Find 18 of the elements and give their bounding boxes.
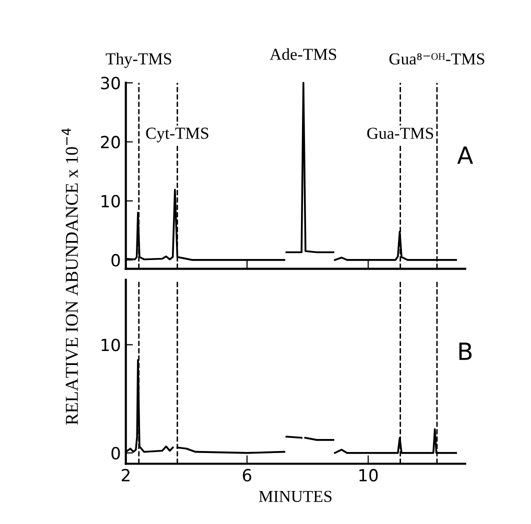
y-tick-label: 20 <box>101 136 120 148</box>
y-tick-label: 10 <box>102 194 120 208</box>
x-tick-label: 2 <box>122 468 130 482</box>
x-tick-label: 6 <box>242 468 252 482</box>
y-tick-label: 0 <box>111 446 120 460</box>
y-tick-label: 30 <box>101 76 120 90</box>
x-axis-title: MINUTES <box>258 490 332 502</box>
x-tick-label: 10 <box>359 468 378 482</box>
ref-line-label: Thy-TMS <box>106 52 172 68</box>
y-tick-label: 0 <box>111 254 120 267</box>
y-tick-label: 10 <box>102 338 120 352</box>
ref-line-label: Cyt-TMS <box>146 128 208 142</box>
annotation: A <box>457 146 474 164</box>
annotation: Ade-TMS <box>270 48 336 60</box>
y-axis-title: RELATIVE ION ABUNDANCE x 10$^{−4}$ <box>62 128 78 425</box>
ref-line-label: Gua⁸⁻ᴼᴴ-TMS <box>389 53 484 65</box>
annotation: B <box>459 342 472 360</box>
ref-line-label: Gua-TMS <box>367 128 434 139</box>
